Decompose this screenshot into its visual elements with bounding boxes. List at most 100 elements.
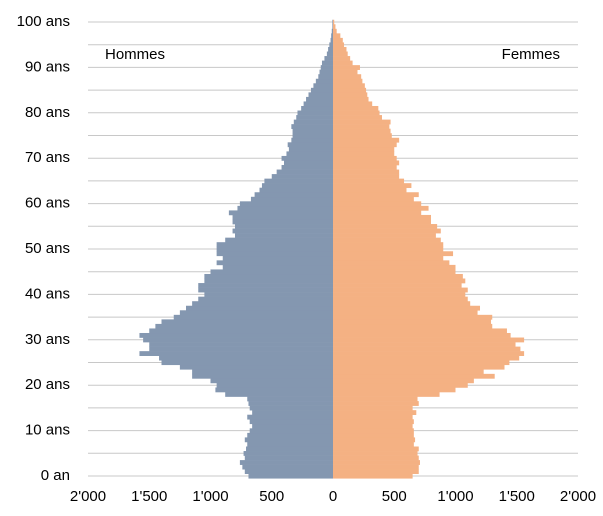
bar [310,87,333,93]
bar [248,473,333,479]
y-tick-label: 40 ans [25,285,70,302]
bar [247,441,333,447]
bar [216,251,333,257]
bar [173,314,333,320]
bar [333,332,511,338]
bar [333,119,391,125]
bar [333,87,367,93]
bar [333,237,441,243]
bar [239,460,333,465]
bar [333,269,456,275]
bar [232,219,333,225]
bar [333,201,422,207]
bar [252,410,333,416]
bar [313,83,333,89]
bar [333,387,456,393]
bar [333,51,348,57]
bar [333,96,369,102]
bar [204,292,333,297]
bar [333,369,484,375]
bar [326,51,333,57]
bar [328,46,333,52]
bar [259,187,333,193]
bar [281,165,333,170]
bar [333,301,471,307]
bar [215,387,333,393]
bar [287,142,333,148]
bar [333,228,441,234]
bar [333,24,336,30]
bar [333,260,450,266]
bar [333,101,373,107]
bar [286,151,333,157]
bar [247,432,333,438]
bar [333,278,466,284]
x-tick-label: 1'000 [437,488,473,505]
bar [248,401,333,406]
bar [324,56,333,61]
bar [239,201,333,207]
bar [333,128,391,134]
bar [292,128,333,134]
bar [333,42,345,48]
bar [198,296,333,302]
y-tick-label: 50 ans [25,240,70,257]
bar [333,255,444,261]
bar [333,460,420,465]
bar [333,419,414,425]
bar [333,110,380,116]
y-tick-label: 80 ans [25,104,70,121]
bar [333,410,417,416]
bar [333,233,436,238]
bar [216,246,333,252]
bar [242,464,333,470]
bar [333,105,379,111]
bar [333,364,505,370]
bar [333,328,507,334]
bar [284,160,333,166]
bar [244,437,333,443]
bar [333,92,368,98]
bar [281,155,333,161]
bar [235,224,333,229]
bar [210,269,333,275]
bar [149,342,333,347]
bar [247,414,333,420]
bar [333,137,400,143]
bar [333,464,419,470]
bar [222,264,333,270]
bar [244,469,333,475]
bar [333,287,468,293]
bar [333,360,510,366]
bar [249,419,333,425]
bar [333,115,382,120]
bar [333,428,414,434]
bar [155,323,333,329]
bar [149,346,333,352]
bar [319,69,333,75]
bar [292,133,333,139]
bar [331,33,333,39]
bar [179,364,333,370]
bar [308,92,333,98]
y-tick-label: 100 ans [17,13,70,30]
bar [244,455,333,461]
bar [333,210,422,216]
bar [139,332,333,338]
y-tick-label: 70 ans [25,149,70,166]
y-tick-label: 30 ans [25,331,70,348]
bar [264,178,333,184]
legend-label: Femmes [502,46,560,63]
x-tick-label: 1'500 [131,488,167,505]
bar [216,242,333,248]
bar [333,183,412,189]
bar [222,255,333,261]
bar [216,260,333,266]
bar [333,314,493,320]
y-tick-label: 20 ans [25,376,70,393]
bar [333,69,358,75]
bar [333,396,418,402]
bar [333,33,341,39]
y-tick-label: 90 ans [25,58,70,75]
